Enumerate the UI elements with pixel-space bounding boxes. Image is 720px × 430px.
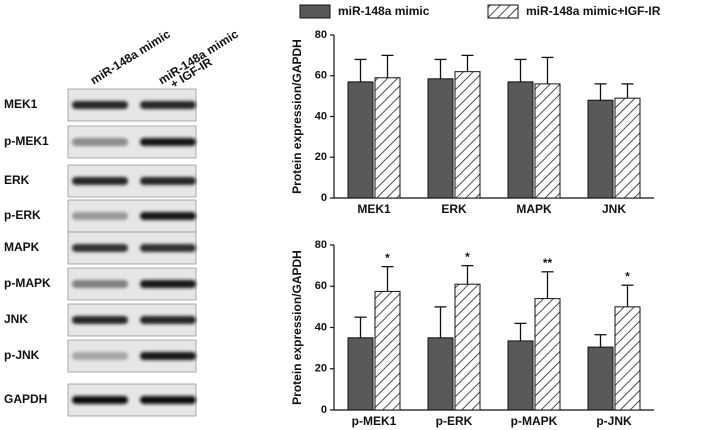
y-tick-label: 0 — [321, 404, 327, 416]
band — [140, 352, 196, 360]
y-tick-label: 40 — [315, 110, 327, 122]
x-tick-label: p-JNK — [596, 414, 632, 428]
significance: * — [625, 269, 630, 283]
band — [72, 212, 128, 220]
row-label: p-MAPK — [4, 276, 51, 290]
row-label: JNK — [4, 312, 28, 326]
row-label: MEK1 — [4, 97, 38, 111]
x-tick-label: MEK1 — [357, 202, 391, 216]
legend-swatch — [487, 4, 519, 19]
x-tick-label: ERK — [441, 202, 467, 216]
bar — [587, 346, 614, 411]
bar — [454, 283, 481, 411]
band — [72, 101, 128, 109]
band — [140, 101, 196, 109]
band — [72, 316, 128, 324]
band — [72, 352, 128, 360]
bar — [454, 71, 481, 199]
bar — [507, 340, 534, 411]
significance: * — [465, 250, 470, 264]
bar — [587, 99, 614, 199]
y-tick-label: 60 — [315, 280, 327, 292]
y-tick-label: 80 — [315, 239, 327, 251]
y-axis-label: Protein expression/GAPDH — [290, 39, 304, 194]
band — [72, 280, 128, 288]
bar — [427, 78, 454, 199]
row-label: p-JNK — [4, 348, 40, 362]
bar — [347, 337, 374, 411]
x-tick-label: MAPK — [516, 202, 552, 216]
row-label: p-MEK1 — [4, 134, 49, 148]
y-tick-label: 80 — [315, 29, 327, 41]
x-tick-label: p-ERK — [436, 414, 473, 428]
y-tick-label: 20 — [315, 151, 327, 163]
band — [140, 244, 196, 252]
band — [140, 177, 196, 185]
significance: ** — [543, 256, 553, 270]
bar — [614, 97, 641, 199]
x-tick-label: p-MEK1 — [352, 414, 397, 428]
bar — [374, 77, 401, 199]
row-label: p-ERK — [4, 208, 41, 222]
legend-label: miR-148a mimic+IGF-IR — [526, 4, 661, 18]
bar — [614, 306, 641, 411]
y-tick-label: 40 — [315, 321, 327, 333]
y-axis-label: Protein expression/GAPDH — [290, 250, 304, 405]
legend-swatch — [299, 4, 331, 19]
y-tick-label: 60 — [315, 70, 327, 82]
row-label: ERK — [4, 173, 30, 187]
band — [140, 212, 196, 220]
band — [140, 138, 196, 146]
bar — [374, 290, 401, 411]
band — [72, 177, 128, 185]
x-tick-label: p-MAPK — [511, 414, 558, 428]
bar — [534, 83, 561, 199]
y-tick-label: 0 — [321, 192, 327, 204]
bar — [347, 81, 374, 199]
band — [72, 396, 128, 404]
y-tick-label: 20 — [315, 363, 327, 375]
significance: * — [385, 251, 390, 265]
band — [140, 396, 196, 404]
band — [140, 280, 196, 288]
band — [72, 138, 128, 146]
band — [140, 316, 196, 324]
row-label: GAPDH — [4, 392, 47, 406]
band — [72, 244, 128, 252]
bar — [427, 337, 454, 411]
x-tick-label: JNK — [602, 202, 626, 216]
legend-label: miR-148a mimic — [338, 4, 430, 18]
bar — [507, 81, 534, 199]
bar — [534, 298, 561, 411]
row-label: MAPK — [4, 240, 40, 254]
